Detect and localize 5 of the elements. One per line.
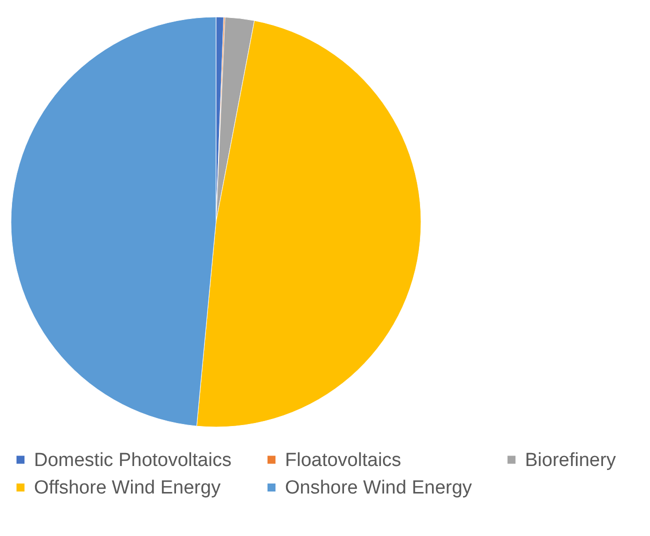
- legend-label: Floatovoltaics: [285, 450, 402, 471]
- legend-label: Offshore Wind Energy: [34, 478, 222, 498]
- legend-label: Biorefinery: [525, 450, 616, 471]
- legend-label: Onshore Wind Energy: [285, 478, 472, 498]
- legend-label: Domestic Photovoltaics: [34, 450, 232, 471]
